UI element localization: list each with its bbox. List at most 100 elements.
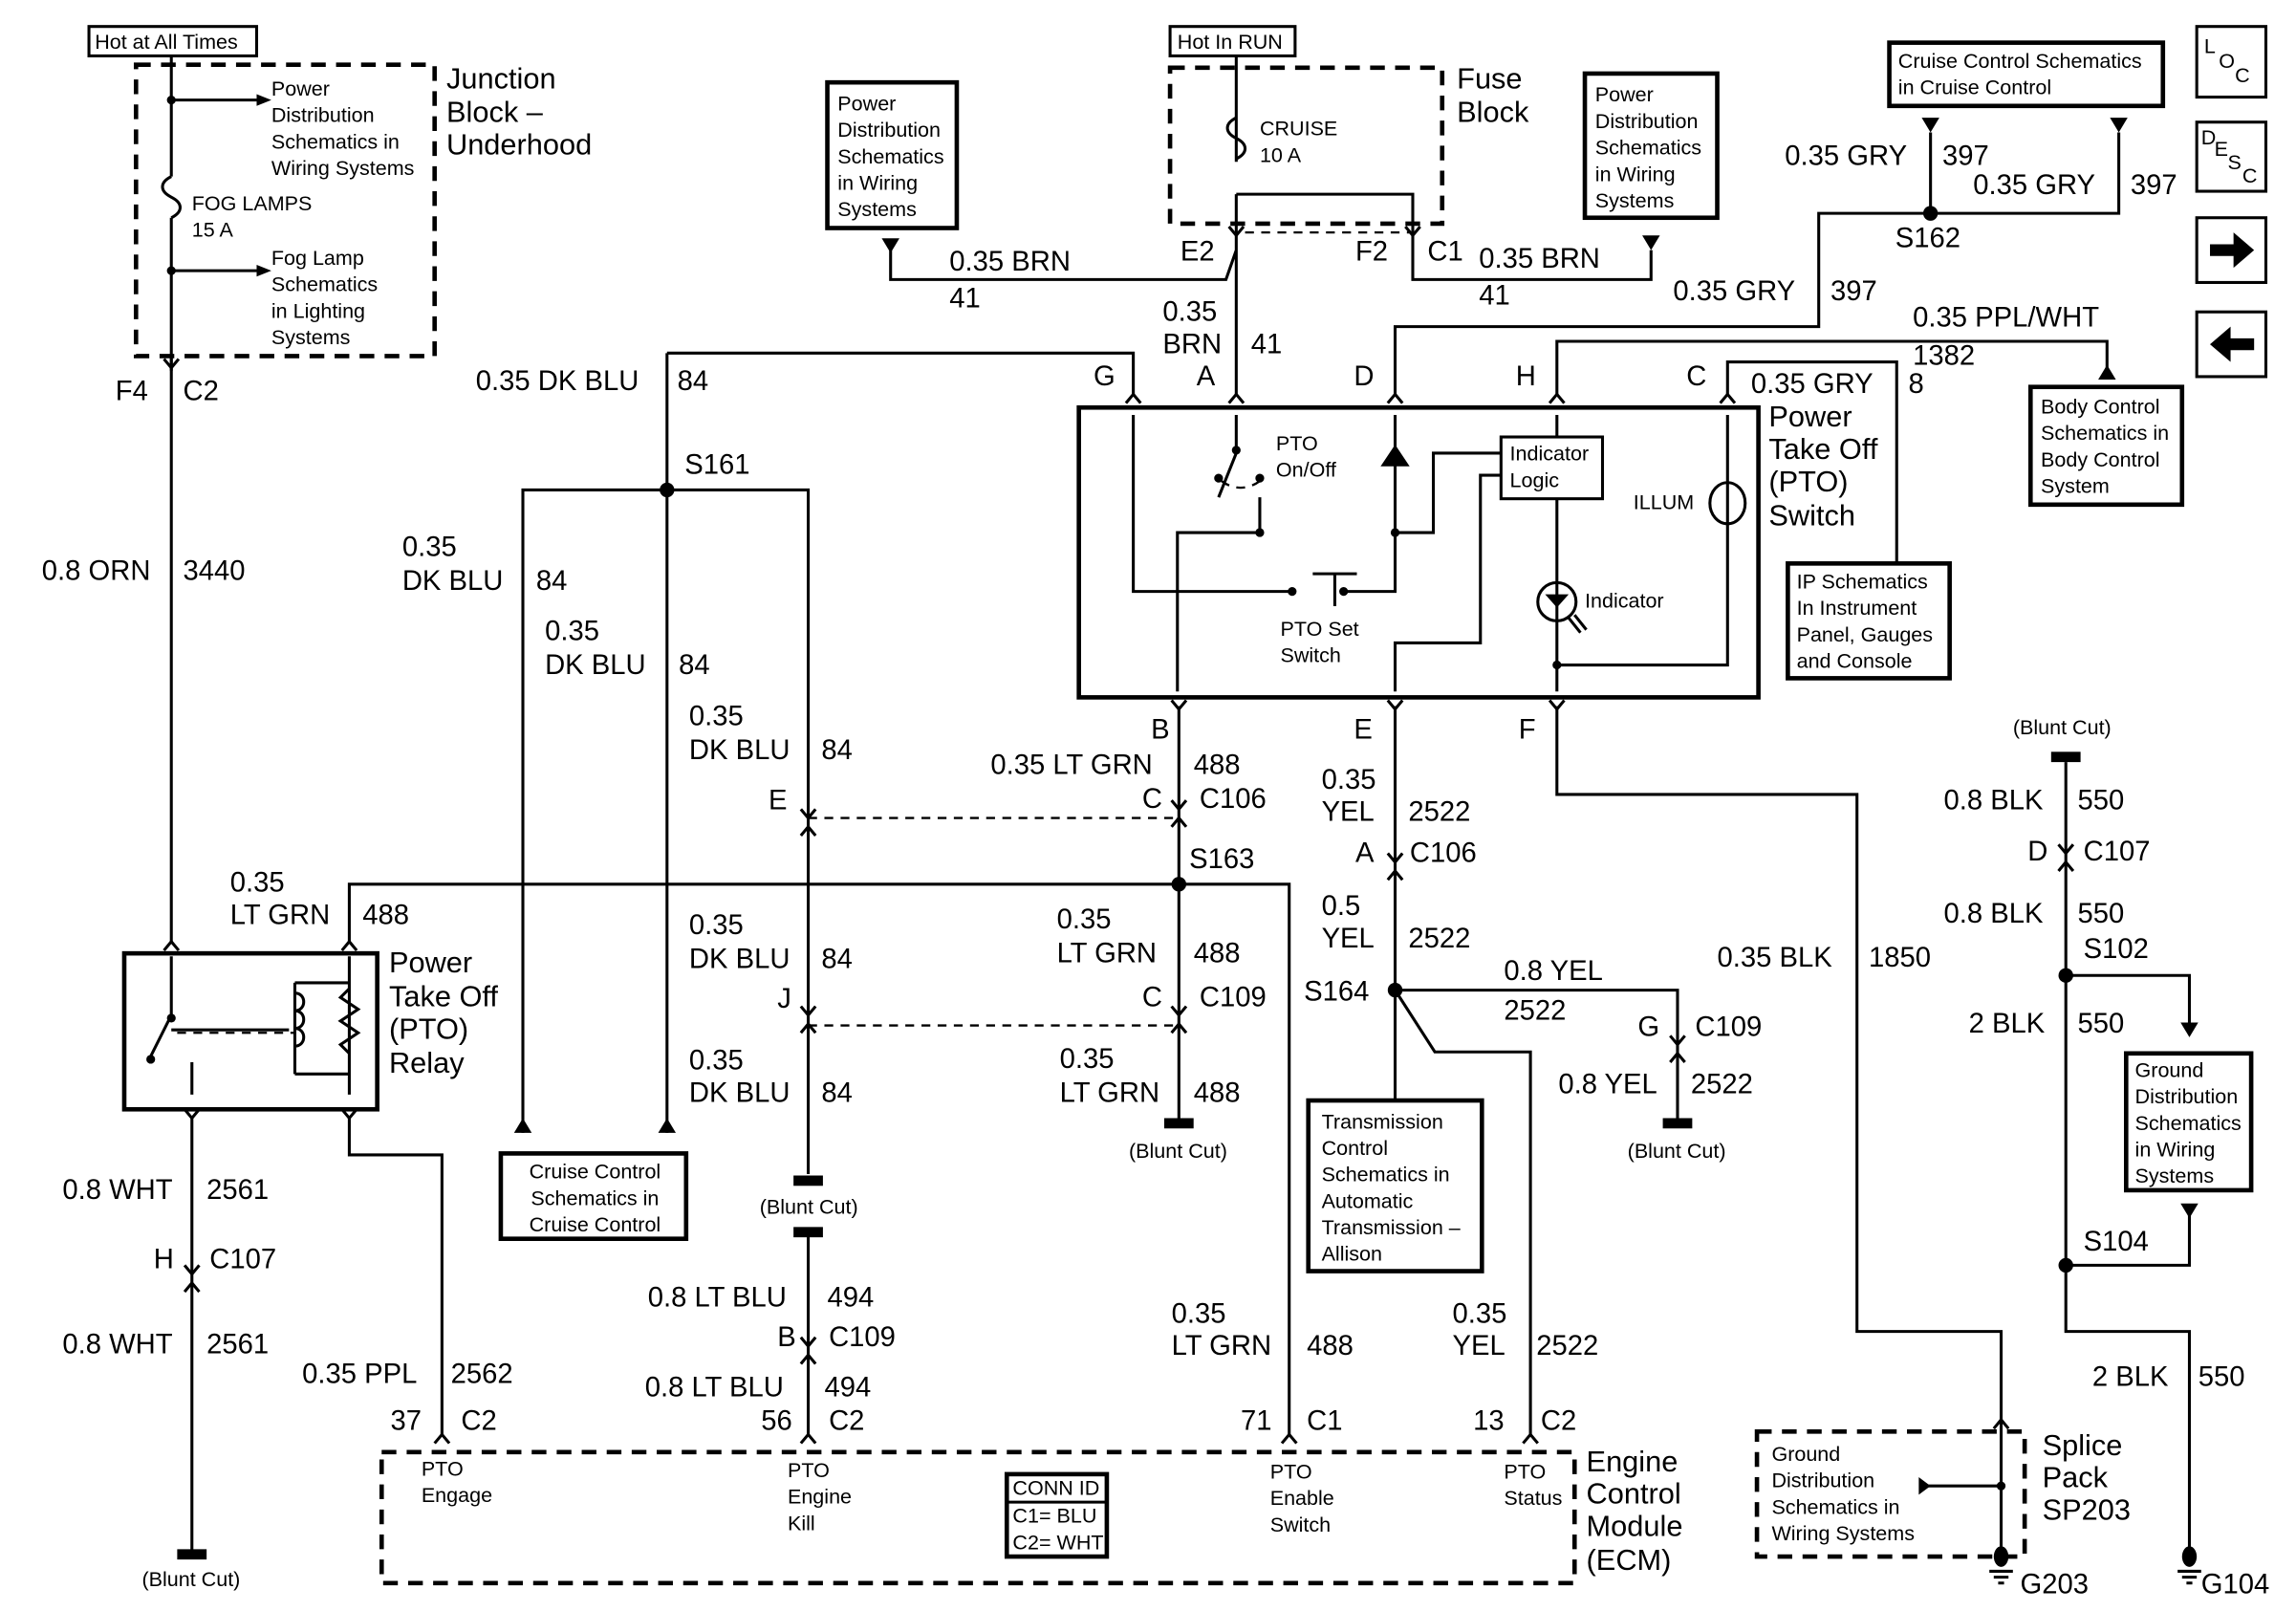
circuit-number: 494 (828, 1282, 875, 1313)
connector-label: C2 (184, 377, 219, 407)
wire-color: LT GRN (230, 900, 330, 930)
circuit-number: 84 (821, 735, 853, 766)
conn-id-header: CONN ID (1012, 1476, 1099, 1499)
wire-color: 0.35 (1172, 1298, 1226, 1329)
ground-distribution-reference[interactable]: Ground Distribution Schematics in Wiring… (2124, 1051, 2254, 1193)
connector-chevron-icon (1669, 1034, 1686, 1047)
connector-chevron-icon (2057, 860, 2075, 872)
next-page-button[interactable] (2195, 216, 2268, 284)
connector-label: C107 (209, 1244, 276, 1274)
wire (169, 356, 1291, 1553)
circuit-number: 84 (821, 1078, 853, 1109)
ref-text: in Cruise Control (1898, 76, 2051, 98)
wire-color: DK BLU (402, 566, 504, 597)
pin-label: 56 (761, 1406, 792, 1437)
diode-icon (1380, 445, 1410, 467)
fuse-icon (1225, 116, 1247, 161)
fuse-block: CRUISE 10 A Fuse Block (1167, 61, 1529, 227)
ip-reference[interactable]: IP Schematics In Instrument Panel, Gauge… (1786, 561, 1952, 681)
power-distribution-reference-right[interactable]: Power Distribution Schematics in Wiring … (1582, 71, 1720, 221)
circuit-number: 2561 (206, 1330, 269, 1361)
circuit-number: 84 (679, 650, 710, 681)
blunt-cut-label: (Blunt Cut) (1628, 1140, 1726, 1163)
ref-text: in Lighting (271, 299, 365, 322)
pin-label: J (777, 984, 791, 1014)
wire-color: YEL (1322, 797, 1375, 828)
circuit-number: 2522 (1536, 1331, 1598, 1361)
previous-page-button[interactable] (2195, 310, 2268, 379)
logic-label: Indicator (1510, 443, 1590, 466)
connector-label: C106 (1410, 838, 1477, 869)
pin-label: H (1516, 361, 1536, 392)
ref-text: Fog Lamp (271, 247, 364, 270)
circuit-number: 84 (821, 945, 853, 975)
connector-label: F4 (116, 377, 148, 407)
wire-color: BRN (1162, 329, 1222, 359)
power-distribution-reference-left[interactable]: Power Distribution Schematics in Wiring … (825, 79, 960, 230)
splice-label: S102 (2084, 934, 2149, 965)
connector-chevron-icon (183, 1280, 201, 1294)
ecm-pin-label: Enable (1270, 1487, 1334, 1510)
connector-chevron-icon (1548, 699, 1566, 712)
ecm-pin-label: Status (1504, 1487, 1562, 1510)
pin-label: 37 (391, 1406, 422, 1437)
splice-s164 (1387, 982, 1403, 998)
circuit-number: 2522 (1408, 924, 1470, 954)
transmission-reference[interactable]: Transmission Control Schematics in Autom… (1306, 1098, 1484, 1274)
splice-pack-title: Splice (2043, 1428, 2123, 1462)
body-control-reference[interactable]: Body Control Schematics in Body Control … (2027, 384, 2185, 508)
switch-label: On/Off (1276, 459, 1337, 482)
connector-label: E2 (1180, 236, 1215, 267)
fuse-block-title: Fuse (1457, 61, 1522, 95)
connector-chevron-icon (183, 1264, 201, 1277)
ref-text: Control (1322, 1137, 1388, 1160)
wire-color: 0.35 (1057, 904, 1112, 935)
circuit-number: 488 (1194, 938, 1241, 969)
ecm-title: (ECM) (1587, 1543, 1672, 1577)
pin-label: E (769, 785, 788, 816)
circuit-number: 494 (824, 1372, 871, 1403)
cruise-control-reference-bottom[interactable]: Cruise Control Schematics in Cruise Cont… (498, 1151, 689, 1241)
pin-label: B (777, 1322, 796, 1353)
ref-text: Schematics in (271, 130, 400, 153)
wire-color: YEL (1453, 1331, 1505, 1361)
pin-label: D (1354, 361, 1374, 392)
desc-button[interactable]: D E S C (2195, 120, 2268, 193)
circuit-number: 2522 (1504, 995, 1566, 1026)
wire-color: 0.35 (689, 702, 744, 732)
pin-label: E (1354, 714, 1373, 745)
fuse-rating: 10 A (1260, 143, 1302, 166)
wire-color: 0.8 BLK (1943, 785, 2043, 816)
wire-color: 0.8 ORN (42, 555, 151, 586)
ref-text: Schematics in (1322, 1164, 1450, 1186)
hot-at-all-times-label: Hot at All Times (87, 25, 259, 58)
circuit-number: 8 (1909, 369, 1924, 400)
engine-control-module: PTO Engage PTO Engine Kill CONN ID C1= B… (379, 1445, 1682, 1586)
fuse-rating: 15 A (192, 219, 234, 242)
connector-chevron-icon (1386, 391, 1404, 404)
loc-button[interactable]: L O C (2195, 25, 2268, 99)
circuit-number: 2561 (206, 1175, 269, 1206)
wire-color: 0.8 YEL (1558, 1069, 1657, 1099)
connector-chevron-icon (1170, 816, 1188, 828)
ref-text: Schematics (2135, 1112, 2242, 1135)
ref-text: Power (271, 77, 330, 100)
wire-color: 0.35 (1453, 1298, 1507, 1329)
blunt-cut-icon (793, 1175, 823, 1186)
relay-title: Take Off (389, 980, 498, 1013)
blunt-cut-icon (1662, 1118, 1693, 1129)
pin-label: G (1637, 1012, 1659, 1042)
switch-title: Power (1768, 400, 1852, 433)
loc-letter: L (2204, 34, 2216, 57)
cruise-control-reference-top[interactable]: Cruise Control Schematics in Cruise Cont… (1887, 40, 2166, 109)
ref-text: in Wiring (2135, 1139, 2216, 1162)
loc-letter: C (2235, 64, 2250, 87)
wire-color: DK BLU (689, 735, 791, 766)
ref-text: Systems (271, 326, 351, 349)
circuit-number: 550 (2078, 899, 2125, 929)
wire-color: 0.35 (230, 868, 285, 899)
connector-chevron-icon (799, 1021, 817, 1034)
connector-chevron-icon (1124, 391, 1142, 404)
wire-color: DK BLU (689, 945, 791, 975)
connector-label: C109 (829, 1322, 896, 1353)
